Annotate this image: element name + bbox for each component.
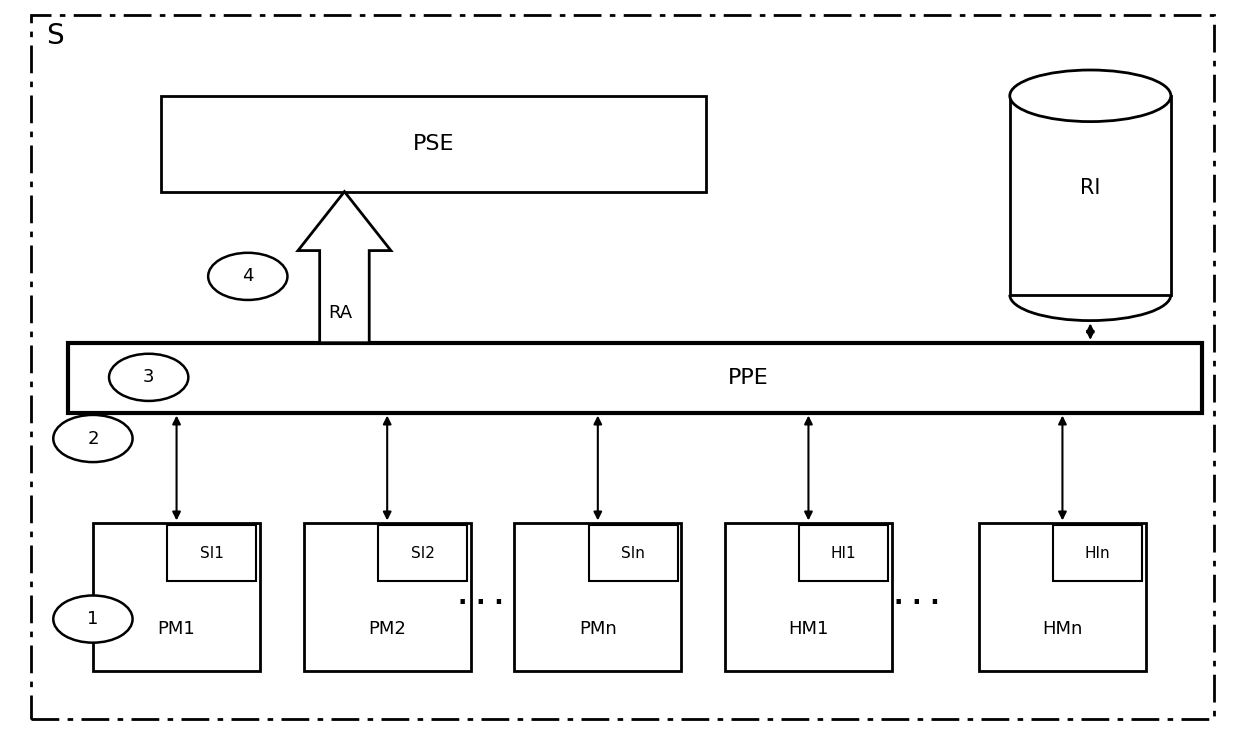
Text: PM1: PM1	[157, 621, 196, 638]
Text: SIn: SIn	[621, 545, 646, 561]
Text: PPE: PPE	[729, 368, 768, 388]
Text: HIn: HIn	[1085, 545, 1110, 561]
Bar	[1053, 525, 1142, 581]
Ellipse shape	[109, 354, 188, 401]
Bar	[979, 523, 1146, 671]
Bar	[725, 523, 892, 671]
Text: 1: 1	[87, 610, 99, 628]
Text: RA: RA	[328, 304, 352, 322]
Text: S: S	[46, 22, 63, 50]
Ellipse shape	[53, 415, 133, 462]
Bar	[589, 525, 678, 581]
Text: 4: 4	[242, 268, 254, 285]
Polygon shape	[299, 192, 390, 343]
Text: RI: RI	[1080, 178, 1100, 198]
Text: 2: 2	[87, 430, 99, 447]
Bar	[93, 523, 260, 671]
Text: HI1: HI1	[831, 545, 856, 561]
Text: . . .: . . .	[895, 585, 939, 609]
Bar	[378, 525, 467, 581]
Text: PM2: PM2	[368, 621, 406, 638]
Bar	[1010, 96, 1171, 295]
Bar	[514, 523, 681, 671]
Text: SI2: SI2	[410, 545, 435, 561]
Text: . . .: . . .	[458, 585, 503, 609]
Bar	[304, 523, 471, 671]
Text: HMn: HMn	[1042, 621, 1083, 638]
Text: 3: 3	[142, 368, 155, 386]
Bar	[161, 96, 706, 192]
Text: PMn: PMn	[579, 621, 617, 638]
Ellipse shape	[1010, 70, 1171, 122]
Bar	[68, 343, 1202, 413]
Text: PSE: PSE	[413, 133, 455, 154]
Bar	[167, 525, 256, 581]
Text: HM1: HM1	[788, 621, 829, 638]
Ellipse shape	[53, 595, 133, 643]
Text: SI1: SI1	[199, 545, 224, 561]
Ellipse shape	[208, 253, 287, 300]
Bar	[799, 525, 888, 581]
